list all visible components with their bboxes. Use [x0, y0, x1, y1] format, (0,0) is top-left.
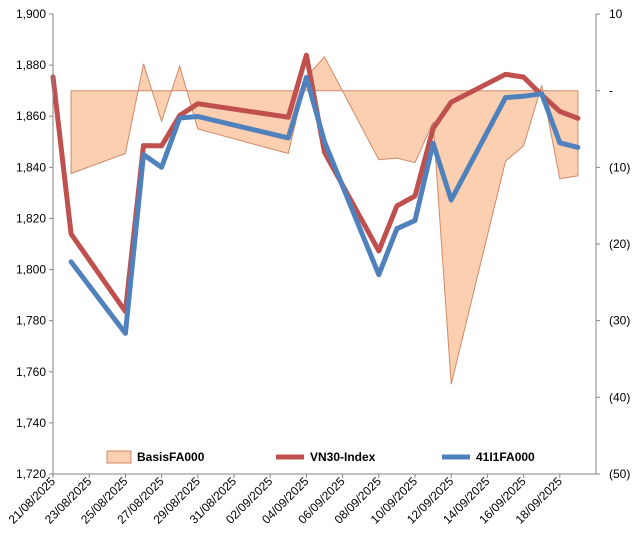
y-right-tick-label: (50) [609, 467, 630, 481]
y-right-tick-label: 10 [609, 7, 623, 21]
y-right-tick-label: (10) [609, 160, 630, 174]
y-left-tick-label: 1,860 [16, 109, 46, 123]
y-right-tick-label: (30) [609, 314, 630, 328]
y-left-tick-label: 1,820 [16, 211, 46, 225]
y-left-tick-label: 1,840 [16, 160, 46, 174]
y-left-tick-label: 1,780 [16, 314, 46, 328]
y-right-tick-label: (40) [609, 390, 630, 404]
line-layer [50, 52, 581, 336]
y-left-tick-label: 1,880 [16, 58, 46, 72]
series-line-41i1fa000 [68, 74, 581, 336]
legend-swatch-basis [106, 450, 132, 464]
y-left-tick-label: 1,740 [16, 416, 46, 430]
y-right-tick-label: - [609, 84, 613, 98]
y-left-tick-label: 1,720 [16, 467, 46, 481]
legend-label-vn30: VN30-Index [310, 450, 376, 464]
series-area-basis [70, 56, 579, 385]
legend-label-basis: BasisFA000 [137, 450, 205, 464]
y-right-tick-label: (20) [609, 237, 630, 251]
legend: BasisFA000 VN30-Index 41I1FA000 [106, 450, 535, 464]
series-line-vn30-index [50, 52, 581, 314]
y-left-tick-label: 1,900 [16, 7, 46, 21]
area-layer [70, 56, 579, 385]
legend-label-41i1fa000: 41I1FA000 [476, 450, 535, 464]
y-left-tick-label: 1,800 [16, 263, 46, 277]
y-left-tick-label: 1,760 [16, 365, 46, 379]
